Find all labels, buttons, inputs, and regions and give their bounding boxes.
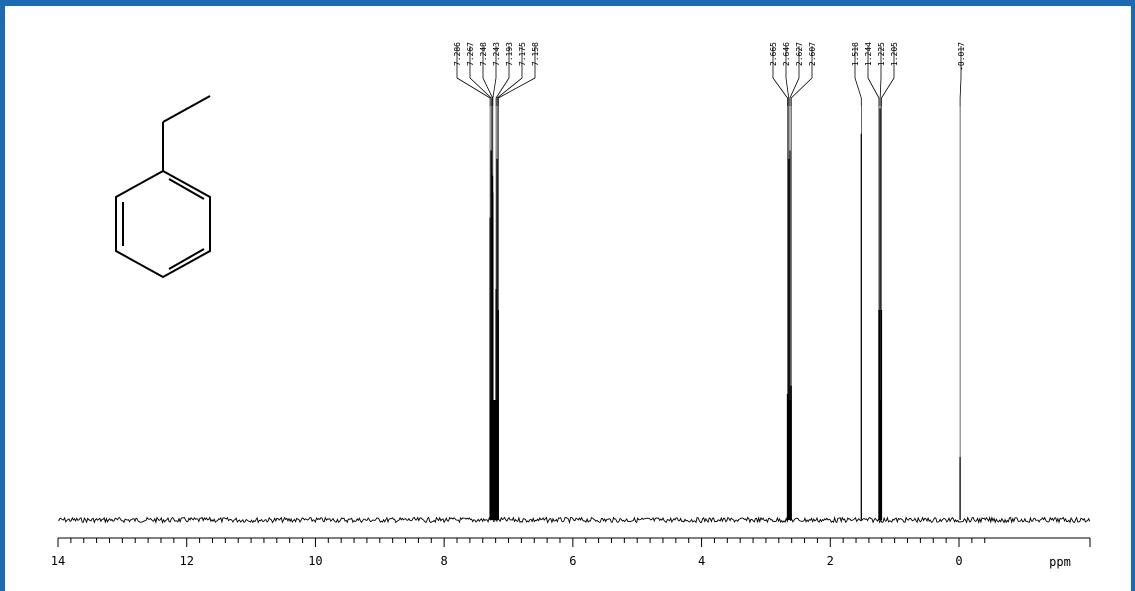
peak-label-text: 7.175 [518,42,527,66]
peak-label-text: 7.286 [453,42,462,66]
benzene-inner-bond-3 [168,178,205,200]
peak-label-text: 7.243 [492,42,501,66]
peak-label-connector [789,46,800,106]
peak-cluster-body-2 [878,400,882,520]
peak-label-text: 7.158 [531,42,540,66]
ethyl-ch3-bond [162,95,211,123]
x-tick-label: 14 [51,554,65,568]
x-tick-label: 0 [955,554,962,568]
peak-label-text: 2.627 [795,42,804,66]
peak-label-connector [495,46,510,106]
peak-label-text: 7.248 [479,42,488,66]
x-axis-unit-label: ppm [1049,555,1071,569]
peak-label-text: 1.205 [890,42,899,66]
peak-label-connector [867,46,880,106]
peak-label-text: 1.225 [877,42,886,66]
peak-label-group: 7.286 7.267 7.248 7.243 7.193 7.175 7.158 2.665… [453,42,966,457]
peak-label-connector [790,46,813,106]
x-tick-label: 4 [698,554,705,568]
peak-label-text: 2.646 [782,42,791,66]
benzene-inner-bond-2 [168,248,205,270]
benzene-ring [115,169,211,279]
peak-label-connector [785,46,790,106]
peak-label-connector [959,46,962,106]
peak-label-connector [456,46,491,106]
x-tick-label: 2 [827,554,834,568]
x-tick-label: 6 [569,554,576,568]
peak-label-text: 7.267 [466,42,475,66]
peak-label-connector [879,46,882,106]
peak-label-text: 2.607 [808,42,817,66]
nmr-spectrum-chart: 14 12 10 8 6 4 2 0 ppm 7.286 7.267 7.248 7.243 7.193… [51,42,1091,569]
peak-label-connector [492,46,497,106]
peak-label-connector [469,46,492,106]
peak-cluster-body-1 [787,400,792,520]
peak-label-text: 7.193 [505,42,514,66]
spectrum-baseline-noise [57,515,1091,525]
ethylbenzene-structure-drawing [115,95,211,279]
spectrum-plot-area [57,108,1091,525]
x-tick-label: 10 [308,554,322,568]
peak-label-connector [497,46,536,106]
peak-label-connector [496,46,523,106]
peak-label-connector [854,46,862,106]
peak-label-connector [772,46,788,106]
peak-label-text: 2.665 [769,42,778,66]
peak-label-text: 1.244 [864,42,873,66]
x-tick-label: 12 [179,554,193,568]
peak-label-text: 1.518 [851,42,860,66]
peak-label-connector [881,46,895,106]
ppm-axis: 14 12 10 8 6 4 2 0 ppm [51,537,1091,569]
x-tick-label: 8 [441,554,448,568]
peak-cluster-body-0 [489,400,499,520]
peak-label-text: -0.017 [957,42,966,71]
